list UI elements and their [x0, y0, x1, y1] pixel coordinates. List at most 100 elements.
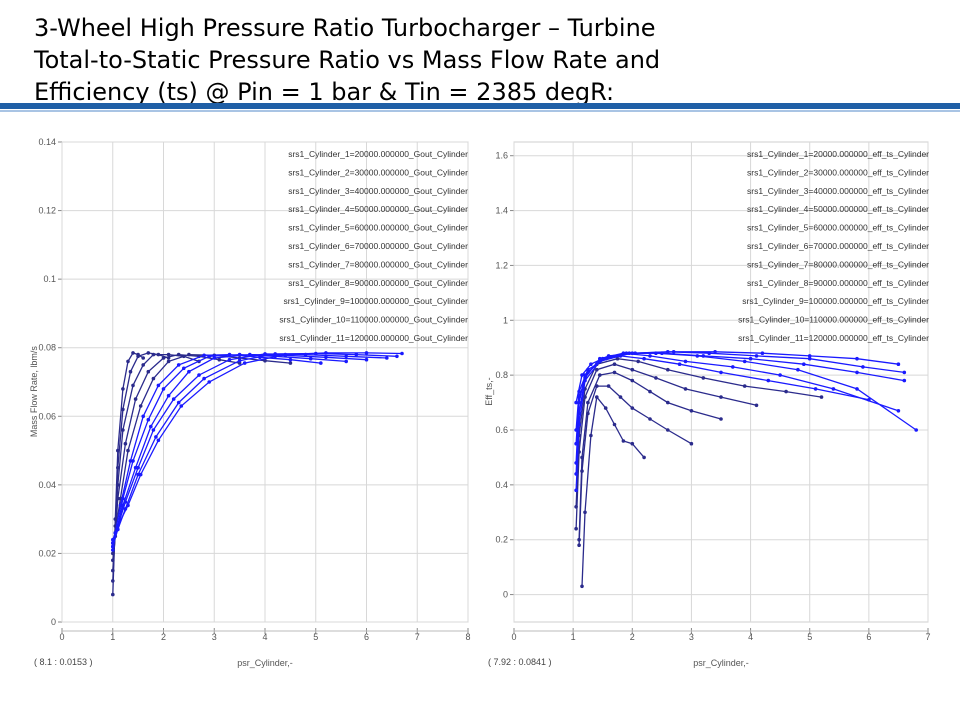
series-9-point — [136, 465, 140, 470]
series-8-point — [796, 367, 800, 372]
series-1-point — [595, 395, 599, 399]
y-tick-label: 0.4 — [495, 480, 508, 490]
series-2-point — [128, 369, 133, 374]
series-10-point — [574, 428, 578, 432]
y-tick-label: 0.08 — [38, 343, 56, 353]
series-11-point — [855, 356, 859, 361]
series-5-point — [742, 384, 747, 388]
series-9-point — [171, 397, 176, 401]
series-8-point — [187, 369, 191, 374]
series-9-point — [802, 362, 806, 366]
legend-entry-8: srs1_Cylinder_8=90000.000000_eff_ts_Cyli… — [747, 278, 929, 288]
series-line-7 — [112, 353, 347, 547]
series-8-point — [212, 356, 217, 360]
series-5-point — [574, 505, 578, 509]
series-7-point — [182, 366, 186, 371]
legend-entry-4: srs1_Cylinder_4=50000.000000_Gout_Cylind… — [288, 204, 468, 214]
series-11-point — [580, 373, 584, 377]
series-3-point — [586, 400, 590, 405]
series-8-point — [166, 393, 171, 398]
series-4-point — [719, 395, 723, 399]
series-6-point — [813, 387, 818, 391]
series-5-point — [151, 376, 156, 381]
x-tick-label: 2 — [630, 632, 635, 642]
series-1-point — [603, 406, 608, 410]
series-2-point — [136, 354, 140, 359]
series-9-point — [701, 354, 706, 358]
series-4-point — [217, 357, 222, 362]
series-4-point — [630, 367, 635, 372]
series-11-point — [283, 352, 288, 357]
series-3-point — [121, 428, 125, 432]
x-tick-label: 7 — [925, 632, 930, 642]
series-4-point — [146, 369, 151, 374]
series-group — [574, 350, 918, 589]
series-line-4 — [575, 363, 757, 529]
x-tick-label: 5 — [313, 632, 318, 642]
series-3-point — [111, 568, 115, 573]
series-5-point — [166, 359, 171, 364]
series-9-point — [151, 428, 156, 432]
series-8-point — [324, 355, 328, 360]
series-8-point — [133, 465, 138, 470]
series-10-point — [354, 352, 359, 357]
series-10-point — [902, 370, 907, 375]
x-tick-label: 0 — [59, 632, 64, 642]
series-4-point — [683, 387, 688, 391]
x-tick-label: 5 — [807, 632, 812, 642]
series-2-point — [111, 579, 115, 583]
y-tick-label: 0.8 — [495, 370, 508, 380]
series-7-point — [344, 359, 349, 364]
legend-entry-9: srs1_Cylinder_9=100000.000000_Gout_Cylin… — [283, 296, 468, 306]
legend-entry-9: srs1_Cylinder_9=100000.000000_eff_ts_Cyl… — [742, 296, 929, 306]
series-5-point — [615, 356, 620, 361]
x-tick-label: 1 — [110, 632, 115, 642]
series-5-point — [666, 367, 670, 372]
legend-entry-11: srs1_Cylinder_11=120000.000000_eff_ts_Cy… — [738, 333, 929, 343]
series-3-point — [598, 373, 602, 377]
series-4-point — [595, 367, 599, 372]
series-6-point — [288, 357, 293, 362]
series-11-point — [574, 400, 578, 405]
series-4-point — [574, 526, 578, 531]
series-7-point — [831, 387, 836, 391]
series-7-point — [683, 359, 688, 364]
x-tick-label: 3 — [212, 632, 217, 642]
series-7-point — [146, 417, 151, 422]
series-6-point — [128, 459, 133, 463]
x-tick-label: 1 — [571, 632, 576, 642]
series-11-point — [400, 351, 404, 356]
series-7-point — [648, 354, 652, 358]
series-2-point — [577, 543, 581, 547]
series-6-point — [719, 370, 723, 375]
series-1-point — [121, 387, 125, 391]
legend-entry-7: srs1_Cylinder_7=80000.000000_eff_ts_Cyli… — [747, 259, 929, 269]
series-line-9 — [112, 353, 387, 544]
series-11-point — [207, 380, 211, 384]
series-line-8 — [112, 353, 367, 547]
series-1-point — [131, 351, 135, 355]
series-line-6 — [112, 353, 321, 551]
series-11-point — [242, 361, 247, 365]
y-tick-label: 1 — [503, 315, 508, 325]
series-8-point — [149, 424, 153, 429]
series-10-point — [861, 365, 865, 369]
y-tick-label: 0.04 — [38, 480, 56, 490]
legend-entry-2: srs1_Cylinder_2=30000.000000_eff_ts_Cyli… — [747, 167, 929, 177]
series-1-point — [630, 441, 635, 446]
legend-entry-11: srs1_Cylinder_11=120000.000000_Gout_Cyli… — [279, 333, 468, 343]
series-group — [111, 351, 404, 597]
y-tick-label: 0.12 — [38, 206, 56, 216]
series-5-point — [138, 404, 143, 408]
series-1-point — [126, 359, 130, 364]
series-8-point — [742, 359, 747, 364]
series-2-point — [689, 441, 694, 446]
series-11-point — [713, 350, 717, 354]
series-7-point — [574, 472, 578, 476]
series-7-point — [131, 459, 135, 463]
series-3-point — [116, 483, 120, 487]
series-10-point — [273, 352, 277, 356]
x-tick-label: 4 — [262, 632, 267, 642]
series-11-point — [364, 351, 369, 355]
series-3-point — [577, 537, 581, 542]
